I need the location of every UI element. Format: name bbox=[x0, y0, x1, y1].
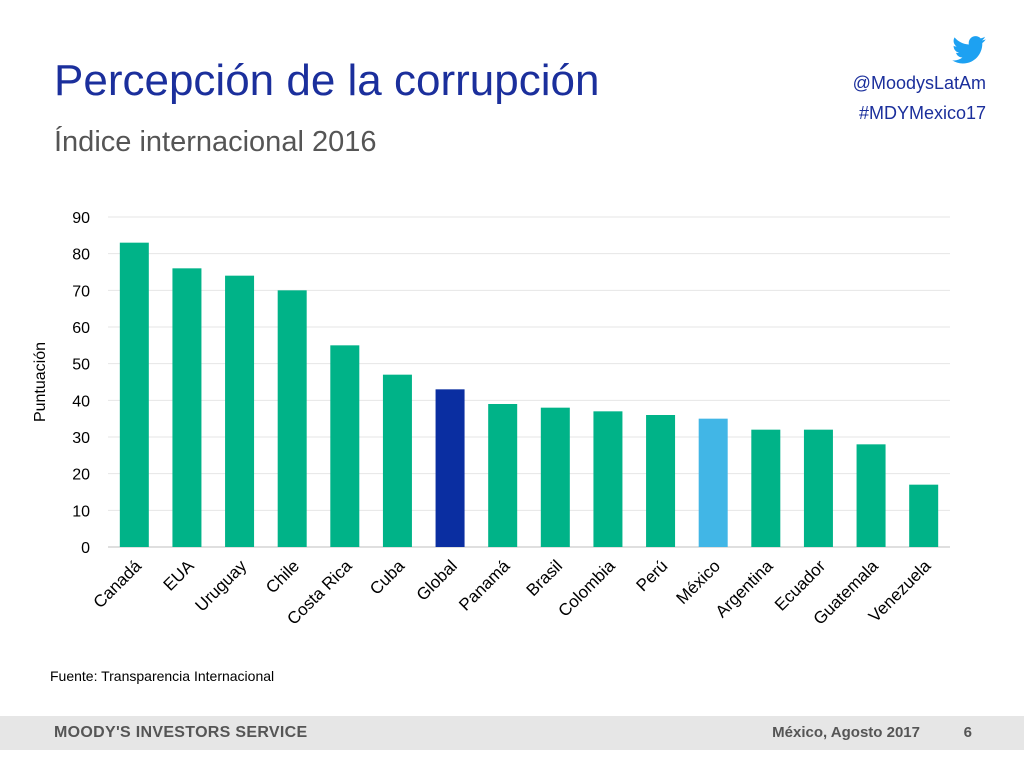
y-tick-label: 0 bbox=[81, 540, 90, 557]
x-tick-label: Uruguay bbox=[192, 556, 251, 615]
y-tick-label: 20 bbox=[72, 467, 90, 484]
y-tick-label: 50 bbox=[72, 357, 90, 374]
bar-4 bbox=[330, 345, 360, 547]
bar-13 bbox=[803, 429, 833, 547]
bar-2 bbox=[225, 275, 255, 547]
x-tick-label: Panamá bbox=[455, 556, 514, 615]
bar-1 bbox=[172, 268, 202, 547]
y-tick-label: 10 bbox=[72, 503, 90, 520]
page-number: 6 bbox=[963, 724, 972, 741]
bar-12 bbox=[751, 429, 781, 547]
bar-7 bbox=[488, 404, 518, 547]
x-tick-label: México bbox=[672, 556, 724, 608]
twitter-bird-icon bbox=[952, 36, 986, 64]
bar-14 bbox=[856, 444, 886, 547]
page-subtitle: Índice internacional 2016 bbox=[54, 126, 377, 158]
x-tick-label: EUA bbox=[160, 556, 199, 595]
y-tick-label: 30 bbox=[72, 430, 90, 447]
source-note: Fuente: Transparencia Internacional bbox=[50, 668, 275, 684]
footer-date: México, Agosto 2017 bbox=[772, 724, 920, 741]
footer-bar: MOODY'S INVESTORS SERVICE México, Agosto… bbox=[0, 716, 1024, 750]
bar-10 bbox=[646, 415, 676, 547]
footer-brand: MOODY'S INVESTORS SERVICE bbox=[54, 724, 308, 741]
x-tick-label: Global bbox=[413, 556, 461, 604]
page-title: Percepción de la corrupción bbox=[54, 56, 600, 105]
bar-0 bbox=[119, 242, 149, 547]
bar-9 bbox=[593, 411, 623, 547]
bar-8 bbox=[540, 407, 570, 547]
bar-6 bbox=[435, 389, 465, 547]
hashtag-link[interactable]: #MDYMexico17 bbox=[858, 103, 986, 123]
y-tick-label: 60 bbox=[72, 320, 90, 337]
y-tick-label: 80 bbox=[72, 247, 90, 264]
x-tick-label: Perú bbox=[633, 556, 672, 595]
x-tick-label: Chile bbox=[262, 556, 303, 597]
x-tick-label: Argentina bbox=[712, 556, 777, 621]
bar-11 bbox=[698, 418, 728, 547]
bar-5 bbox=[382, 374, 412, 547]
corruption-bar-chart: 0 10 20 30 40 50 60 70 80 90 Puntuación Canadá EUAUr… bbox=[32, 210, 950, 629]
y-axis-label: Puntuación bbox=[32, 342, 49, 422]
x-tick-label: Brasil bbox=[523, 556, 566, 599]
bar-3 bbox=[277, 290, 307, 547]
y-tick-label: 40 bbox=[72, 393, 90, 410]
bar-15 bbox=[909, 484, 939, 547]
x-tick-label: Colombia bbox=[555, 556, 620, 621]
social-links: @MoodysLatAm #MDYMexico17 bbox=[853, 36, 986, 128]
twitter-handle-link[interactable]: @MoodysLatAm bbox=[852, 73, 986, 93]
y-tick-label: 70 bbox=[72, 283, 90, 300]
y-tick-label: 90 bbox=[72, 210, 90, 227]
x-tick-label: Cuba bbox=[366, 556, 409, 599]
x-tick-label: Canadá bbox=[90, 556, 146, 612]
